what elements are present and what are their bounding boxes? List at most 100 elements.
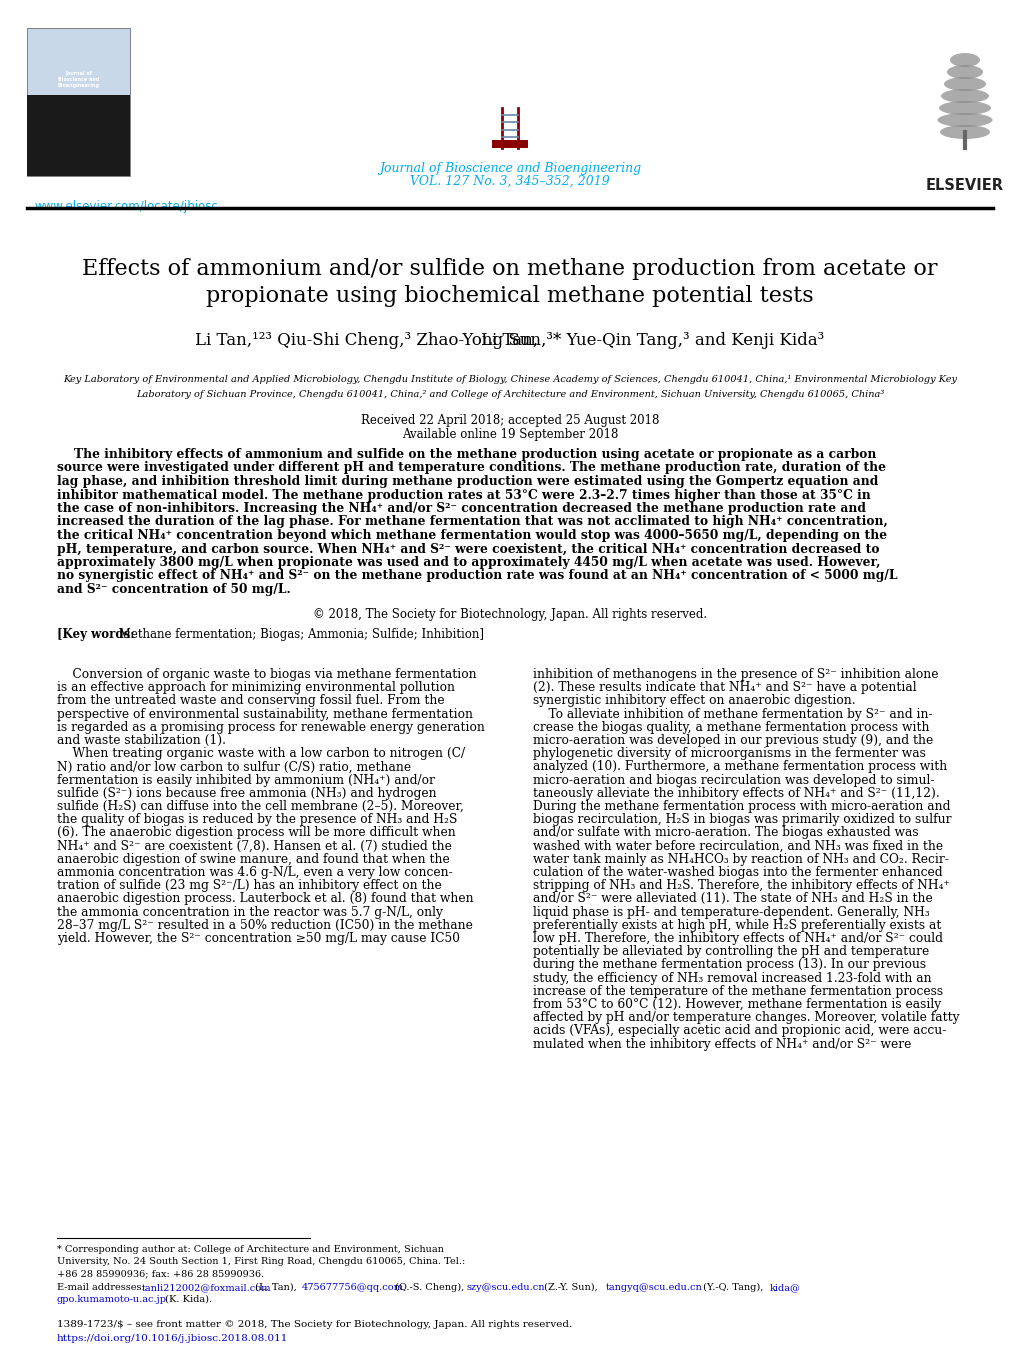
Text: acids (VFAs), especially acetic acid and propionic acid, were accu-: acids (VFAs), especially acetic acid and… [533,1025,946,1037]
Text: (Q.-S. Cheng),: (Q.-S. Cheng), [391,1283,464,1292]
Text: 475677756@qq.com: 475677756@qq.com [302,1283,404,1292]
Text: the ammonia concentration in the reactor was 5.7 g-N/L, only: the ammonia concentration in the reactor… [57,905,442,919]
Text: © 2018, The Society for Biotechnology, Japan. All rights reserved.: © 2018, The Society for Biotechnology, J… [313,607,706,621]
Text: NH₄⁺ and S²⁻ are coexistent (7,8). Hansen et al. (7) studied the: NH₄⁺ and S²⁻ are coexistent (7,8). Hanse… [57,840,451,852]
Text: during the methane fermentation process (13). In our previous: during the methane fermentation process … [533,958,925,972]
Text: culation of the water-washed biogas into the fermenter enhanced: culation of the water-washed biogas into… [533,866,942,879]
Text: (Z.-Y. Sun),: (Z.-Y. Sun), [540,1283,597,1292]
Text: Methane fermentation; Biogas; Ammonia; Sulfide; Inhibition]: Methane fermentation; Biogas; Ammonia; S… [115,628,484,641]
Text: (Y.-Q. Tang),: (Y.-Q. Tang), [699,1283,762,1292]
Text: stripping of NH₃ and H₂S. Therefore, the inhibitory effects of NH₄⁺: stripping of NH₃ and H₂S. Therefore, the… [533,879,949,893]
Text: water tank mainly as NH₄HCO₃ by reaction of NH₃ and CO₂. Recir-: water tank mainly as NH₄HCO₃ by reaction… [533,853,948,866]
Text: (K. Kida).: (K. Kida). [162,1295,212,1305]
Bar [491,140,528,148]
Text: no synergistic effect of NH₄⁺ and S²⁻ on the methane production rate was found a: no synergistic effect of NH₄⁺ and S²⁻ on… [57,569,897,583]
Text: Journal of
Bioscience and
Bioengineering: Journal of Bioscience and Bioengineering [57,72,100,88]
Text: micro-aeration was developed in our previous study (9), and the: micro-aeration was developed in our prev… [533,734,932,747]
Text: inhibitor mathematical model. The methane production rates at 53°C were 2.3–2.7 : inhibitor mathematical model. The methan… [57,488,870,501]
Text: VOL. 127 No. 3, 345–352, 2019: VOL. 127 No. 3, 345–352, 2019 [410,175,609,188]
Text: the case of non-inhibitors. Increasing the NH₄⁺ and/or S²⁻ concentration decreas: the case of non-inhibitors. Increasing t… [57,501,865,515]
Text: taneously alleviate the inhibitory effects of NH₄⁺ and S²⁻ (11,12).: taneously alleviate the inhibitory effec… [533,787,938,800]
Text: and waste stabilization (1).: and waste stabilization (1). [57,734,226,747]
Text: propionate using biochemical methane potential tests: propionate using biochemical methane pot… [206,285,813,307]
Text: lag phase, and inhibition threshold limit during methane production were estimat: lag phase, and inhibition threshold limi… [57,476,877,488]
Text: The inhibitory effects of ammonium and sulfide on the methane production using a: The inhibitory effects of ammonium and s… [57,448,875,461]
Text: tration of sulfide (23 mg S²⁻/L) has an inhibitory effect on the: tration of sulfide (23 mg S²⁻/L) has an … [57,879,441,893]
Ellipse shape [941,88,988,103]
Text: is regarded as a promising process for renewable energy generation: is regarded as a promising process for r… [57,720,484,734]
Text: E-mail addresses:: E-mail addresses: [57,1283,145,1292]
Text: perspective of environmental sustainability, methane fermentation: perspective of environmental sustainabil… [57,708,473,720]
Text: Laboratory of Sichuan Province, Chengdu 610041, China,² and College of Architect: Laboratory of Sichuan Province, Chengdu … [136,390,883,400]
Text: from 53°C to 60°C (12). However, methane fermentation is easily: from 53°C to 60°C (12). However, methane… [533,998,941,1011]
Text: phylogenetic diversity of microorganisms in the fermenter was: phylogenetic diversity of microorganisms… [533,747,925,760]
Text: ELSEVIER: ELSEVIER [925,178,1003,193]
Ellipse shape [946,65,982,79]
Text: sulfide (S²⁻) ions because free ammonia (NH₃) and hydrogen: sulfide (S²⁻) ions because free ammonia … [57,787,436,800]
Text: Key Laboratory of Environmental and Applied Microbiology, Chengdu Institute of B: Key Laboratory of Environmental and Appl… [63,375,956,385]
Text: and/or S²⁻ were alleviated (11). The state of NH₃ and H₂S in the: and/or S²⁻ were alleviated (11). The sta… [533,893,931,905]
Text: from the untreated waste and conserving fossil fuel. From the: from the untreated waste and conserving … [57,694,444,708]
Text: * Corresponding author at: College of Architecture and Environment, Sichuan: * Corresponding author at: College of Ar… [57,1245,443,1254]
Text: and S²⁻ concentration of 50 mg/L.: and S²⁻ concentration of 50 mg/L. [57,583,290,597]
Text: During the methane fermentation process with micro-aeration and: During the methane fermentation process … [533,800,950,813]
Text: mulated when the inhibitory effects of NH₄⁺ and/or S²⁻ were: mulated when the inhibitory effects of N… [533,1038,911,1051]
Ellipse shape [940,125,989,139]
Text: analyzed (10). Furthermore, a methane fermentation process with: analyzed (10). Furthermore, a methane fe… [533,761,947,773]
Text: Effects of ammonium and/or sulfide on methane production from acetate or: Effects of ammonium and/or sulfide on me… [83,258,936,280]
Text: (6). The anaerobic digestion process will be more difficult when: (6). The anaerobic digestion process wil… [57,826,455,840]
Text: low pH. Therefore, the inhibitory effects of NH₄⁺ and/or S²⁻ could: low pH. Therefore, the inhibitory effect… [533,932,943,945]
Text: the critical NH₄⁺ concentration beyond which methane fermentation would stop was: the critical NH₄⁺ concentration beyond w… [57,529,887,542]
Text: University, No. 24 South Section 1, First Ring Road, Chengdu 610065, China. Tel.: University, No. 24 South Section 1, Firs… [57,1257,465,1267]
Text: anaerobic digestion process. Lauterbock et al. (8) found that when: anaerobic digestion process. Lauterbock … [57,893,473,905]
Text: biogas recirculation, H₂S in biogas was primarily oxidized to sulfur: biogas recirculation, H₂S in biogas was … [533,813,951,826]
Text: (2). These results indicate that NH₄⁺ and S²⁻ have a potential: (2). These results indicate that NH₄⁺ an… [533,681,916,694]
Text: liquid phase is pH- and temperature-dependent. Generally, NH₃: liquid phase is pH- and temperature-depe… [533,905,929,919]
Text: the quality of biogas is reduced by the presence of NH₃ and H₂S: the quality of biogas is reduced by the … [57,813,457,826]
Text: inhibition of methanogens in the presence of S²⁻ inhibition alone: inhibition of methanogens in the presenc… [533,669,937,681]
Text: 1389-1723/$ – see front matter © 2018, The Society for Biotechnology, Japan. All: 1389-1723/$ – see front matter © 2018, T… [57,1320,572,1329]
Text: crease the biogas quality, a methane fermentation process with: crease the biogas quality, a methane fer… [533,720,928,734]
Text: When treating organic waste with a low carbon to nitrogen (C/: When treating organic waste with a low c… [57,747,465,760]
Text: affected by pH and/or temperature changes. Moreover, volatile fatty: affected by pH and/or temperature change… [533,1011,959,1025]
Text: and/or sulfate with micro-aeration. The biogas exhausted was: and/or sulfate with micro-aeration. The … [533,826,918,840]
Text: increase of the temperature of the methane fermentation process: increase of the temperature of the metha… [533,985,943,998]
Bar [26,29,129,177]
Text: source were investigated under different pH and temperature conditions. The meth: source were investigated under different… [57,462,886,474]
Text: 28–37 mg/L S²⁻ resulted in a 50% reduction (IC50) in the methane: 28–37 mg/L S²⁻ resulted in a 50% reducti… [57,919,473,932]
Text: To alleviate inhibition of methane fermentation by S²⁻ and in-: To alleviate inhibition of methane ferme… [533,708,931,720]
Text: potentially be alleviated by controlling the pH and temperature: potentially be alleviated by controlling… [533,946,928,958]
Text: Li Tan,: Li Tan, [481,332,538,349]
Text: approximately 3800 mg/L when propionate was used and to approximately 4450 mg/L : approximately 3800 mg/L when propionate … [57,556,879,569]
Ellipse shape [943,77,985,91]
Ellipse shape [936,113,991,126]
Text: Conversion of organic waste to biogas via methane fermentation: Conversion of organic waste to biogas vi… [57,669,476,681]
Text: tanli212002@foxmail.com: tanli212002@foxmail.com [142,1283,271,1292]
Text: kida@: kida@ [769,1283,800,1292]
Text: [Key words:: [Key words: [57,628,135,641]
Text: washed with water before recirculation, and NH₃ was fixed in the: washed with water before recirculation, … [533,840,943,852]
Text: N) ratio and/or low carbon to sulfur (C/S) ratio, methane: N) ratio and/or low carbon to sulfur (C/… [57,761,411,773]
Text: anaerobic digestion of swine manure, and found that when the: anaerobic digestion of swine manure, and… [57,853,449,866]
Text: szy@scu.edu.cn: szy@scu.edu.cn [467,1283,545,1292]
Text: Li Tan,¹²³ Qiu-Shi Cheng,³ Zhao-Yong Sun,³* Yue-Qin Tang,³ and Kenji Kida³: Li Tan,¹²³ Qiu-Shi Cheng,³ Zhao-Yong Sun… [196,332,823,349]
Text: micro-aeration and biogas recirculation was developed to simul-: micro-aeration and biogas recirculation … [533,773,933,787]
Text: preferentially exists at high pH, while H₂S preferentially exists at: preferentially exists at high pH, while … [533,919,941,932]
Text: www.elsevier.com/locate/jbiosc: www.elsevier.com/locate/jbiosc [35,200,218,213]
Text: synergistic inhibitory effect on anaerobic digestion.: synergistic inhibitory effect on anaerob… [533,694,855,708]
Text: (L. Tan),: (L. Tan), [252,1283,297,1292]
Text: yield. However, the S²⁻ concentration ≥50 mg/L may cause IC50: yield. However, the S²⁻ concentration ≥5… [57,932,460,945]
Bar [26,95,129,177]
Ellipse shape [938,101,990,116]
Text: https://doi.org/10.1016/j.jbiosc.2018.08.011: https://doi.org/10.1016/j.jbiosc.2018.08… [57,1335,288,1343]
Text: ammonia concentration was 4.6 g-N/L, even a very low concen-: ammonia concentration was 4.6 g-N/L, eve… [57,866,452,879]
Text: fermentation is easily inhibited by ammonium (NH₄⁺) and/or: fermentation is easily inhibited by ammo… [57,773,434,787]
Text: pH, temperature, and carbon source. When NH₄⁺ and S²⁻ were coexistent, the criti: pH, temperature, and carbon source. When… [57,542,878,556]
Text: +86 28 85990936; fax: +86 28 85990936.: +86 28 85990936; fax: +86 28 85990936. [57,1269,264,1277]
Text: sulfide (H₂S) can diffuse into the cell membrane (2–5). Moreover,: sulfide (H₂S) can diffuse into the cell … [57,800,464,813]
Ellipse shape [949,53,979,67]
Text: study, the efficiency of NH₃ removal increased 1.23-fold with an: study, the efficiency of NH₃ removal inc… [533,972,930,985]
Text: tangyq@scu.edu.cn: tangyq@scu.edu.cn [605,1283,702,1292]
Text: Journal of Bioscience and Bioengineering: Journal of Bioscience and Bioengineering [379,162,640,175]
Text: Received 22 April 2018; accepted 25 August 2018: Received 22 April 2018; accepted 25 Augu… [361,414,658,427]
